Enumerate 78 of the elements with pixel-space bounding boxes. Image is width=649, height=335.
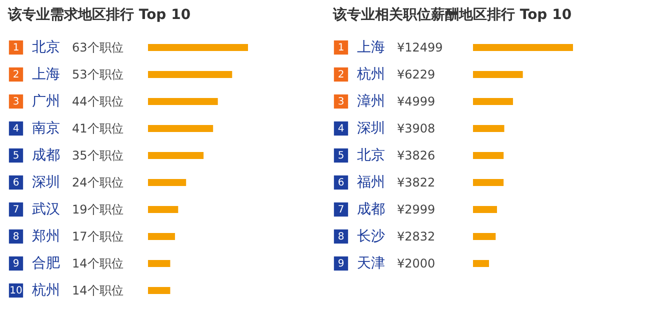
y-tick-label: 深圳	[32, 174, 60, 190]
y-tick-label: 郑州	[32, 228, 60, 244]
text: 2	[338, 70, 344, 80]
chart-title: 该专业相关职位薪酬地区排行 Top 10	[332, 6, 572, 23]
text: 7	[12, 204, 20, 216]
bar	[473, 260, 489, 267]
text: 3	[338, 96, 344, 108]
data-label: ¥3822	[397, 176, 436, 190]
bar	[148, 206, 178, 213]
bar	[148, 125, 214, 132]
bar	[148, 152, 204, 159]
y-tick-label: 福州	[357, 174, 385, 190]
y-tick-label: 漳州	[357, 94, 385, 110]
bar	[473, 233, 496, 240]
data-label: 63个职位	[72, 40, 124, 54]
y-tick-label: 南京	[32, 120, 60, 136]
bar	[473, 152, 504, 159]
y-tick-label: 成都	[32, 148, 60, 164]
data-label: 14个职位	[72, 256, 124, 270]
data-label: ¥6229	[397, 68, 436, 82]
bar	[148, 260, 170, 267]
bar	[148, 287, 170, 294]
text: 4	[338, 124, 344, 134]
text: 5	[12, 150, 20, 162]
data-label: 17个职位	[72, 230, 124, 244]
text: 6	[12, 178, 20, 188]
text: 6	[338, 178, 344, 188]
data-label: 35个职位	[72, 148, 124, 162]
data-label: ¥12499	[397, 40, 443, 54]
y-tick-label: 深圳	[357, 120, 385, 136]
bar	[473, 179, 504, 186]
text: 9	[338, 258, 344, 270]
y-tick-label: 北京	[32, 40, 60, 56]
data-label: 14个职位	[72, 284, 124, 298]
y-tick-label: 杭州	[31, 282, 60, 298]
text: 10	[10, 286, 22, 296]
bar	[148, 44, 248, 51]
y-tick-label: 长沙	[357, 228, 385, 244]
data-label: ¥3826	[397, 148, 436, 162]
bar	[148, 233, 175, 240]
text: 3	[12, 96, 20, 108]
data-label: ¥2832	[397, 230, 436, 244]
data-label: ¥2999	[397, 202, 436, 216]
y-tick-label: 杭州	[356, 66, 385, 82]
text: 2	[12, 70, 20, 80]
y-tick-label: 北京	[357, 148, 385, 164]
y-tick-label: 成都	[357, 202, 385, 218]
text: 7	[338, 204, 344, 216]
data-label: ¥2000	[397, 256, 436, 270]
y-tick-label: 武汉	[32, 202, 60, 218]
data-label: 41个职位	[72, 122, 124, 136]
bar	[148, 179, 186, 186]
y-tick-label: 上海	[32, 66, 60, 82]
text: 8	[12, 232, 20, 242]
bar	[473, 44, 573, 51]
data-label: ¥3908	[397, 122, 436, 136]
text: 1	[338, 42, 344, 54]
data-label: 44个职位	[72, 94, 124, 108]
bar	[473, 206, 497, 213]
y-tick-label: 合肥	[32, 256, 60, 272]
bar	[148, 98, 218, 105]
y-tick-label: 上海	[357, 40, 385, 56]
bar	[473, 71, 523, 78]
bar	[473, 98, 513, 105]
bar	[473, 125, 504, 132]
y-tick-label: 广州	[32, 94, 60, 110]
bar	[148, 71, 232, 78]
text: 4	[12, 124, 20, 134]
data-label: 24个职位	[72, 176, 124, 190]
data-label: 19个职位	[72, 202, 124, 216]
data-label: ¥4999	[397, 94, 436, 108]
text: 5	[338, 150, 344, 162]
text: 8	[338, 232, 344, 242]
text: 1	[12, 42, 20, 54]
data-label: 53个职位	[72, 68, 124, 82]
y-tick-label: 天津	[357, 256, 385, 272]
chart-title: 该专业需求地区排行 Top 10	[7, 6, 191, 23]
text: 9	[12, 258, 20, 270]
